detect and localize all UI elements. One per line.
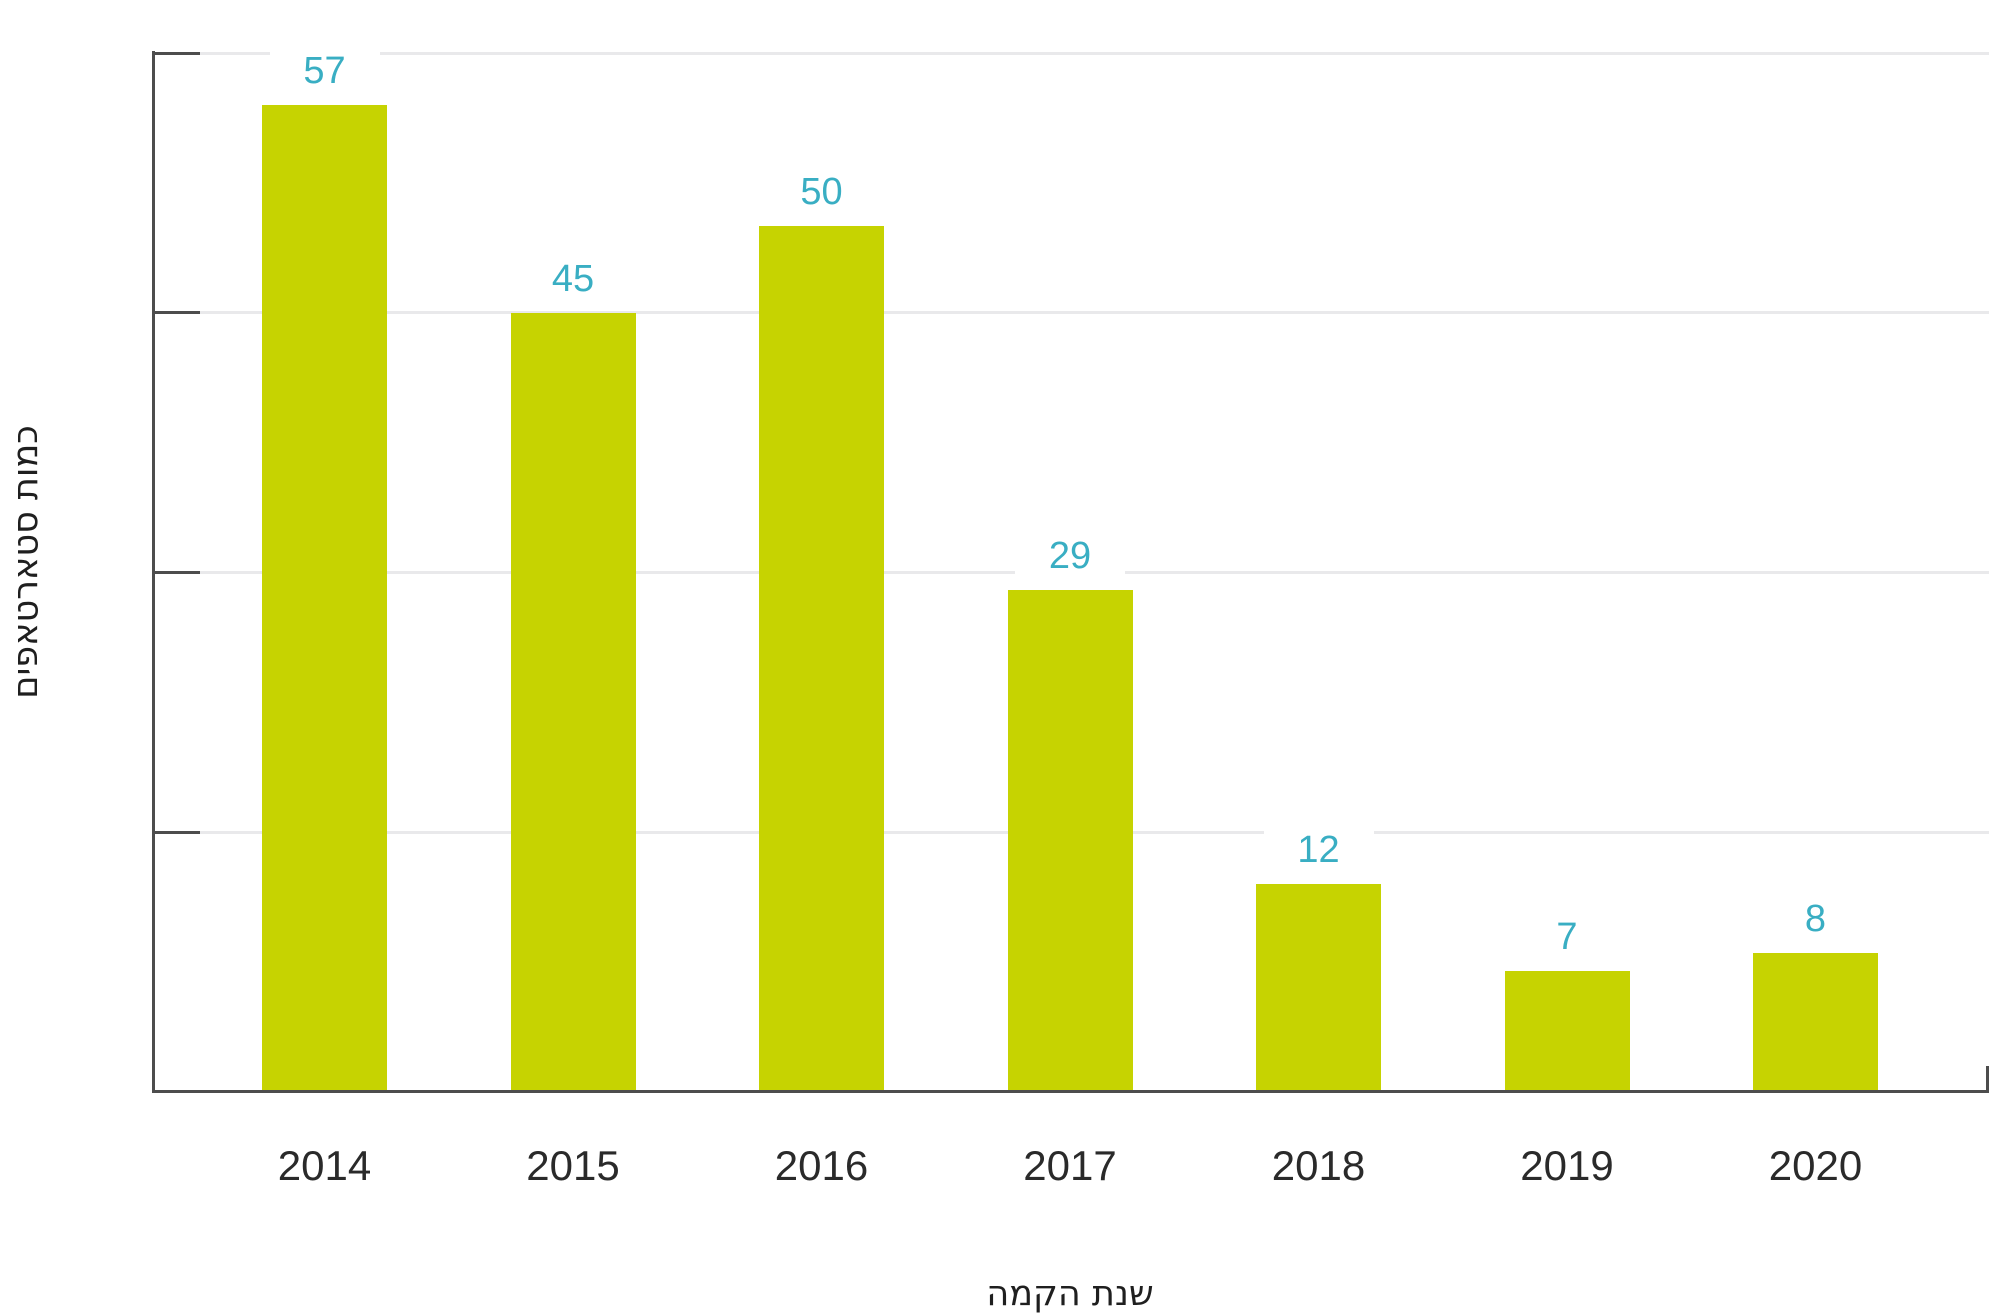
x-tick-label-2016: 2016 bbox=[774, 1142, 869, 1189]
value-label-2016: 50 bbox=[766, 170, 877, 215]
x-tick-label-2015: 2015 bbox=[526, 1142, 620, 1189]
bar-2018 bbox=[1256, 884, 1381, 1092]
x-tick-label-2014: 2014 bbox=[277, 1142, 372, 1189]
bar-2017 bbox=[1007, 589, 1133, 1092]
bar-2014 bbox=[262, 104, 387, 1092]
bar-2020 bbox=[1753, 953, 1878, 1092]
value-label-2017: 29 bbox=[1015, 533, 1125, 578]
y-axis-title: כמות סטארטאפים bbox=[6, 425, 46, 699]
value-label-2019: 7 bbox=[1512, 914, 1622, 959]
bar-2019 bbox=[1504, 970, 1630, 1092]
y-axis-line bbox=[152, 51, 155, 1093]
x-axis-end-tick bbox=[1986, 1066, 1989, 1093]
gridline-60 bbox=[154, 51, 1989, 55]
x-tick-label-2017: 2017 bbox=[1023, 1142, 1117, 1189]
x-axis-line bbox=[152, 1090, 1989, 1093]
value-label-2018: 12 bbox=[1263, 828, 1374, 873]
x-tick-label-2020: 2020 bbox=[1768, 1142, 1863, 1189]
y-tick-45 bbox=[154, 311, 200, 315]
y-tick-15 bbox=[154, 830, 200, 834]
y-tick-60 bbox=[154, 51, 200, 55]
value-label-2020: 8 bbox=[1760, 897, 1871, 942]
x-tick-label-2018: 2018 bbox=[1271, 1142, 1366, 1189]
x-tick-label-2019: 2019 bbox=[1520, 1142, 1614, 1189]
bar-2015 bbox=[510, 312, 636, 1092]
value-label-2014: 57 bbox=[269, 48, 380, 93]
value-label-2015: 45 bbox=[518, 256, 628, 301]
bar-2016 bbox=[759, 226, 884, 1092]
y-tick-30 bbox=[154, 571, 200, 574]
x-axis-title: שנת הקמה bbox=[986, 1274, 1154, 1314]
gridline-45 bbox=[154, 311, 1989, 315]
